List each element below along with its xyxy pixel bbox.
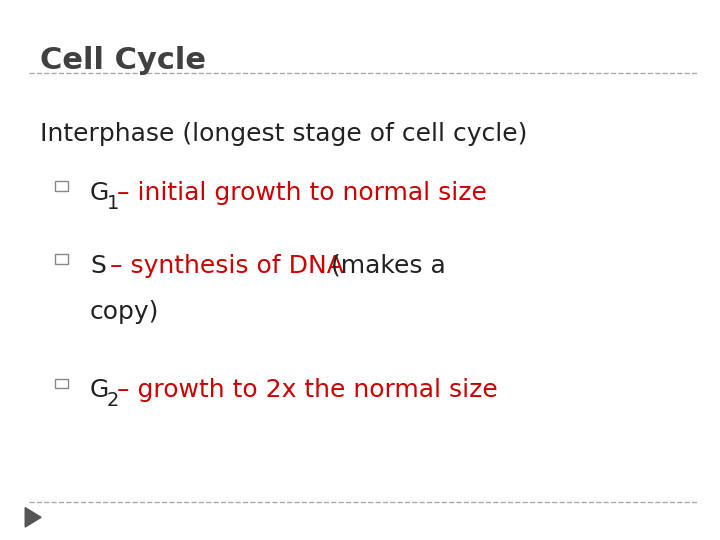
Polygon shape (25, 508, 41, 527)
Text: Interphase (longest stage of cell cycle): Interphase (longest stage of cell cycle) (40, 122, 527, 145)
Text: G: G (90, 181, 109, 205)
Text: (makes a: (makes a (323, 254, 445, 278)
Text: 1: 1 (107, 194, 119, 213)
Text: – initial growth to normal size: – initial growth to normal size (117, 181, 487, 205)
Text: copy): copy) (90, 300, 159, 323)
Text: Cell Cycle: Cell Cycle (40, 46, 206, 75)
Text: S: S (90, 254, 106, 278)
Text: G: G (90, 378, 109, 402)
Text: – synthesis of DNA: – synthesis of DNA (110, 254, 344, 278)
Text: – growth to 2x the normal size: – growth to 2x the normal size (117, 378, 498, 402)
Text: 2: 2 (107, 392, 119, 410)
